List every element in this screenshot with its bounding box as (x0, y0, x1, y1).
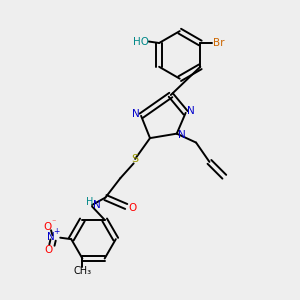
Text: N: N (187, 106, 195, 116)
Text: N: N (93, 200, 101, 210)
Text: S: S (131, 154, 138, 164)
Text: O: O (129, 203, 137, 213)
Text: O: O (44, 244, 52, 255)
Text: N: N (178, 130, 186, 140)
Text: Br: Br (213, 38, 224, 48)
Text: N: N (132, 109, 140, 119)
Text: ⁻: ⁻ (51, 218, 56, 226)
Text: HO: HO (133, 37, 149, 46)
Text: N: N (47, 232, 55, 242)
Text: H: H (86, 197, 93, 207)
Text: +: + (53, 227, 60, 236)
Text: O: O (43, 222, 52, 232)
Text: CH₃: CH₃ (73, 266, 92, 276)
